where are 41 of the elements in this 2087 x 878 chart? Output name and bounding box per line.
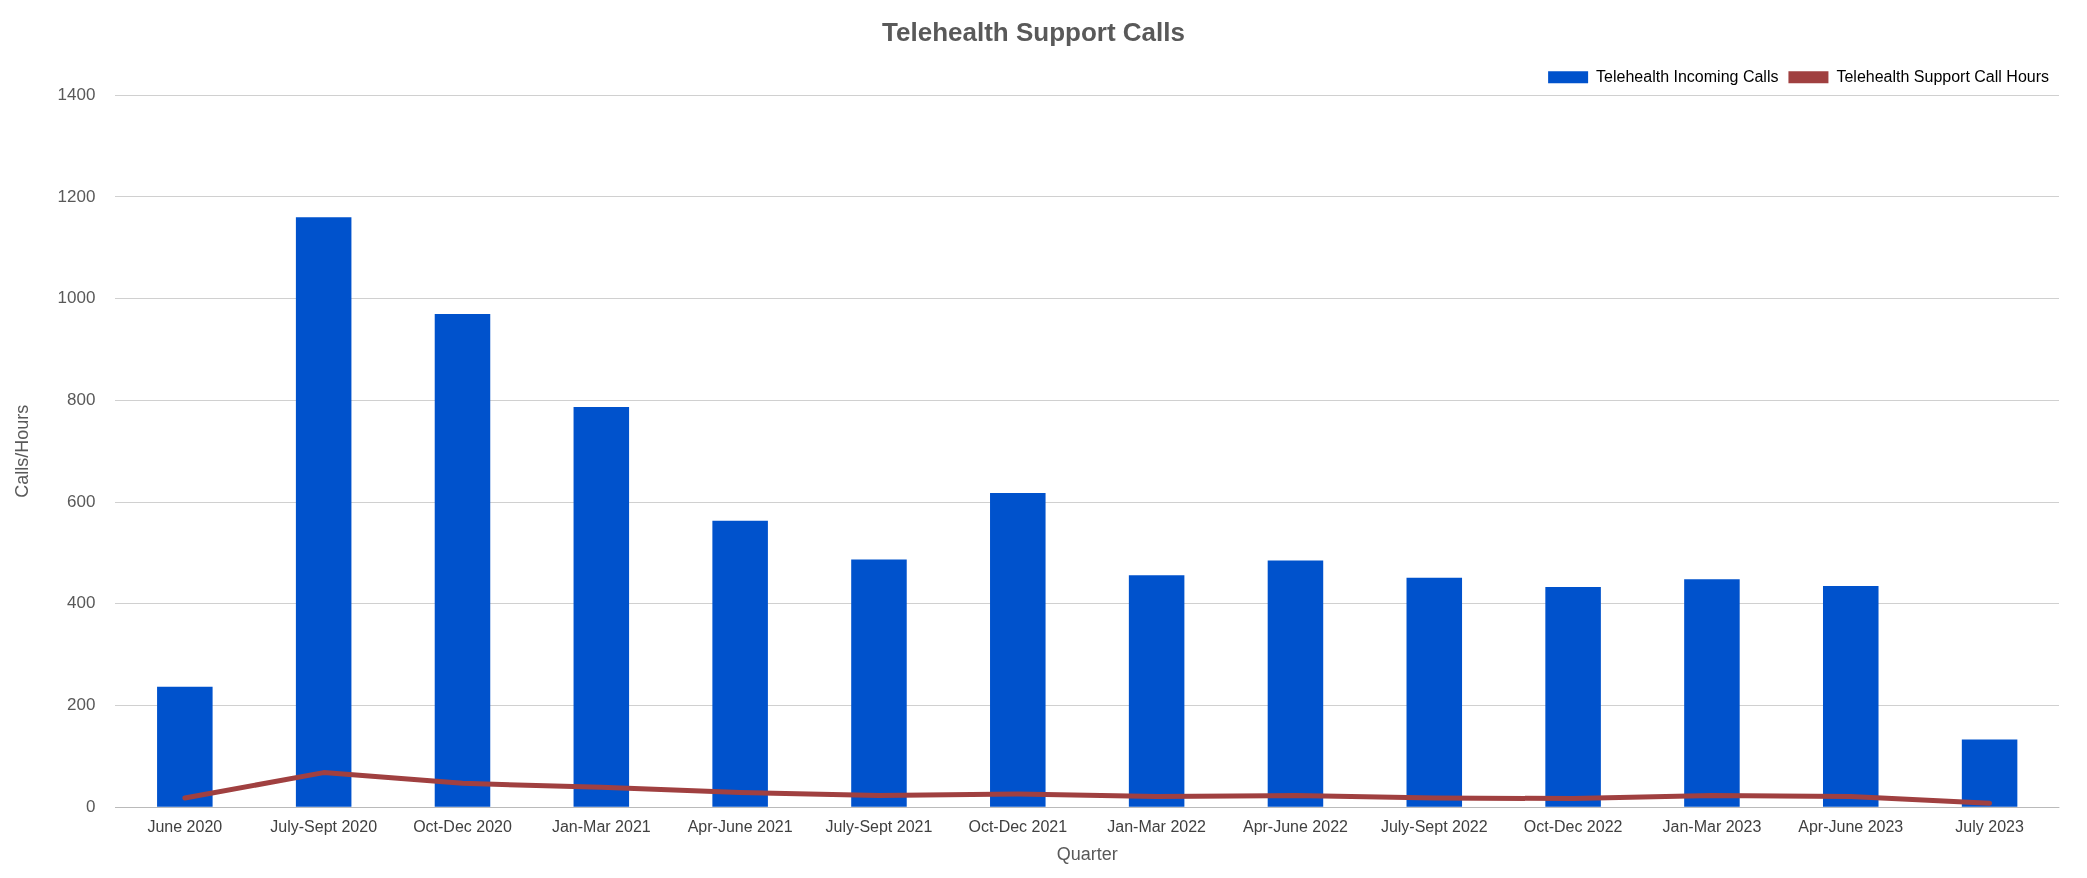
x-tick-label: July-Sept 2022 — [1380, 818, 1488, 836]
x-tick-label: Jan-Mar 2022 — [1107, 818, 1207, 836]
x-tick-label: Oct-Dec 2020 — [413, 818, 512, 836]
y-tick-label: 1200 — [57, 186, 96, 206]
bar — [990, 492, 1046, 807]
x-tick-label: Jan-Mar 2023 — [1662, 818, 1762, 836]
y-tick-label: 200 — [67, 695, 96, 715]
legend-label: Telehealth Incoming Calls — [1596, 67, 1779, 85]
x-tick-label: Apr-June 2023 — [1798, 818, 1904, 836]
x-tick-label: Jan-Mar 2021 — [551, 818, 651, 836]
x-tick-label: Apr-June 2021 — [687, 818, 793, 836]
y-axis-title: Calls/Hours — [11, 404, 32, 498]
bar — [712, 520, 768, 807]
y-tick-label: 1000 — [57, 288, 96, 308]
x-axis-title: Quarter — [1056, 844, 1118, 865]
bar — [1684, 579, 1740, 807]
bar — [1128, 575, 1185, 807]
bar — [157, 686, 213, 807]
x-tick-label: Oct-Dec 2021 — [968, 818, 1068, 836]
y-tick-label: 400 — [67, 593, 96, 613]
y-tick-label: 600 — [67, 491, 96, 511]
bar — [1406, 577, 1463, 807]
bar — [1545, 586, 1601, 807]
x-tick-label: Oct-Dec 2022 — [1523, 818, 1623, 836]
x-tick-label: Apr-June 2022 — [1242, 818, 1349, 836]
x-tick-label: July-Sept 2020 — [270, 818, 378, 836]
y-tick-label: 1400 — [57, 84, 96, 104]
bar — [434, 313, 491, 807]
y-tick-label: 0 — [85, 796, 96, 816]
x-tick-label: June 2020 — [147, 818, 223, 836]
x-tick-label: July-Sept 2021 — [825, 818, 933, 836]
x-tick-label: July 2023 — [1955, 818, 2024, 836]
y-tick-label: 800 — [67, 390, 96, 410]
legend-label: Telehealth Support Call Hours — [1836, 67, 2049, 85]
chart-title: Telehealth Support Calls — [882, 16, 1185, 47]
bar — [851, 559, 907, 807]
bar — [1267, 560, 1324, 807]
bar — [573, 406, 630, 807]
bar — [295, 217, 352, 807]
bar — [1961, 739, 2018, 807]
bar — [1822, 585, 1879, 807]
